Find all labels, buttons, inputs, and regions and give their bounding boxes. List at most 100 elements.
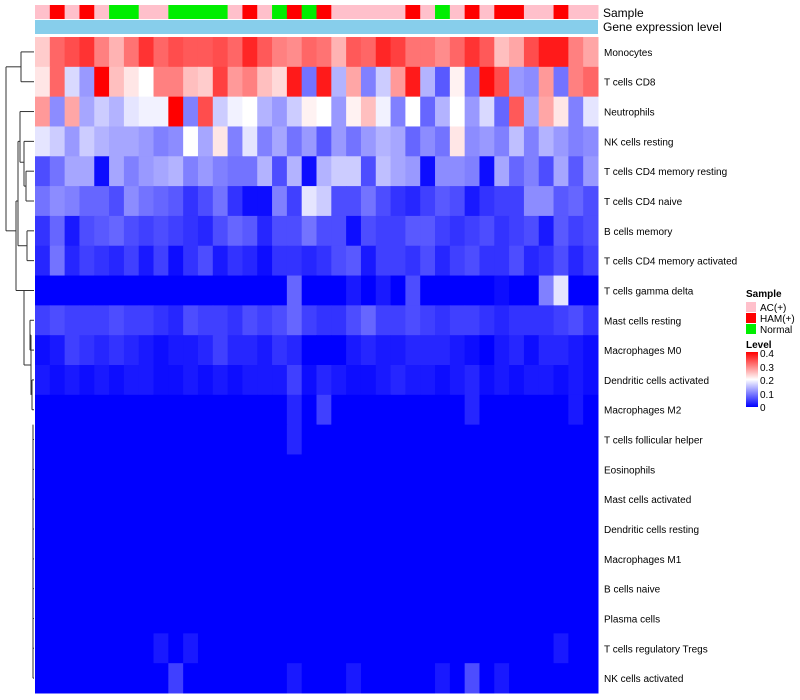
heatmap-cell	[523, 573, 540, 605]
heatmap-cell	[583, 156, 599, 187]
heatmap-cell	[212, 126, 229, 157]
heatmap-cell	[123, 186, 140, 217]
heatmap-cell	[464, 514, 480, 545]
heatmap-cell	[286, 275, 303, 306]
heatmap-cell	[272, 335, 288, 366]
heatmap-cell	[494, 305, 510, 336]
heatmap-cell	[479, 424, 495, 455]
heatmap-cell	[138, 66, 155, 98]
sample-annotation-cell	[568, 5, 584, 19]
heatmap-cell	[257, 633, 273, 664]
heatmap-cell	[449, 573, 466, 605]
heatmap-cell	[553, 156, 569, 187]
heatmap-cell	[257, 603, 273, 634]
heatmap-cell	[153, 633, 169, 664]
heatmap-cell	[49, 245, 66, 277]
heatmap-cell	[405, 424, 421, 455]
heatmap-cell	[138, 96, 155, 127]
sample-annotation-cell	[316, 5, 332, 19]
heatmap-cell	[509, 156, 525, 187]
heatmap-cell	[390, 37, 406, 68]
heatmap-cell	[375, 245, 392, 277]
row-label: Eosinophils	[604, 465, 655, 476]
heatmap-cell	[64, 186, 80, 217]
heatmap-cell	[286, 365, 303, 396]
row-label: Neutrophils	[604, 108, 655, 119]
heatmap-cell	[242, 215, 258, 247]
heatmap-cell	[212, 454, 229, 485]
level-tick-label: 0.4	[760, 349, 774, 360]
heatmap-cell	[494, 275, 510, 306]
heatmap-cell	[523, 335, 540, 366]
heatmap-cell	[212, 335, 229, 366]
heatmap-cell	[227, 484, 243, 515]
heatmap-cell	[109, 365, 125, 396]
heatmap-cell	[375, 96, 392, 127]
heatmap-cell	[420, 215, 436, 247]
heatmap-cell	[257, 66, 273, 98]
heatmap-cell	[390, 484, 406, 515]
heatmap-cell	[390, 275, 406, 306]
heatmap-cell	[301, 603, 317, 634]
heatmap-cell	[405, 37, 421, 68]
heatmap-cell	[212, 663, 229, 694]
level-color-bar	[746, 352, 758, 407]
heatmap-cell	[479, 305, 495, 336]
heatmap-cell	[286, 215, 303, 247]
heatmap-cell	[227, 66, 243, 98]
heatmap-cell	[390, 126, 406, 157]
sample-annotation-cell	[242, 5, 258, 19]
heatmap-cell	[49, 96, 66, 127]
heatmap-cell	[420, 514, 436, 545]
heatmap-cell	[301, 156, 317, 187]
heatmap-cell	[109, 573, 125, 605]
heatmap-cell	[509, 215, 525, 247]
heatmap-cell	[301, 365, 317, 396]
heatmap-cell	[138, 514, 155, 545]
heatmap-cell	[346, 335, 362, 366]
heatmap-cell	[509, 484, 525, 515]
heatmap-cell	[494, 424, 510, 455]
heatmap-cell	[538, 603, 555, 634]
heatmap-cell	[227, 514, 243, 545]
heatmap-cell	[49, 335, 66, 366]
heatmap-cell	[346, 126, 362, 157]
heatmap-cell	[109, 335, 125, 366]
heatmap-cell	[568, 156, 584, 187]
heatmap-cell	[360, 484, 377, 515]
heatmap-cell	[346, 543, 362, 575]
heatmap-cell	[405, 156, 421, 187]
sample-annotation-cell	[346, 5, 362, 19]
heatmap-cell	[494, 394, 510, 426]
heatmap-cell	[405, 603, 421, 634]
sample-annotation-cell	[464, 5, 480, 19]
heatmap-cell	[109, 275, 125, 306]
heatmap-cell	[568, 335, 584, 366]
heatmap-cell	[553, 454, 569, 485]
heatmap-cell	[420, 633, 436, 664]
heatmap-cell	[346, 186, 362, 217]
heatmap-cell	[435, 514, 451, 545]
heatmap-cell	[568, 543, 584, 575]
heatmap-cell	[331, 484, 347, 515]
heatmap-cell	[553, 215, 569, 247]
heatmap-cell	[553, 335, 569, 366]
heatmap-cell	[197, 66, 214, 98]
heatmap-cell	[346, 245, 362, 277]
heatmap-cell	[509, 633, 525, 664]
heatmap-cell	[242, 633, 258, 664]
heatmap-cell	[242, 543, 258, 575]
heatmap-cell	[49, 394, 66, 426]
heatmap-cell	[583, 424, 599, 455]
heatmap-cell	[494, 365, 510, 396]
heatmap-cell	[331, 663, 347, 694]
sample-annotation-title: Sample	[603, 6, 644, 20]
heatmap-cell	[272, 454, 288, 485]
heatmap-cell	[79, 96, 95, 127]
heatmap-cell	[227, 305, 243, 336]
heatmap-cell	[494, 156, 510, 187]
heatmap-cell	[183, 96, 199, 127]
heatmap-cell	[138, 215, 155, 247]
heatmap-cell	[435, 484, 451, 515]
heatmap-cell	[49, 66, 66, 98]
